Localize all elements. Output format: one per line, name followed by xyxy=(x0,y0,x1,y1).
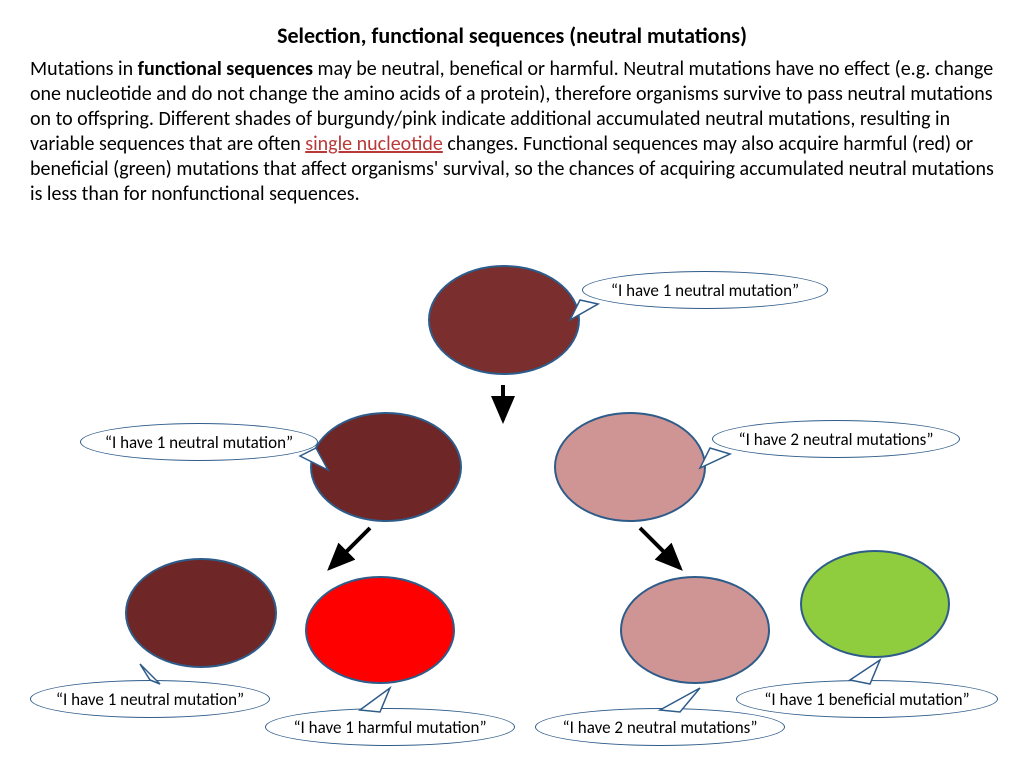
body-paragraph: Mutations in functional sequences may be… xyxy=(0,49,1024,207)
para-pre: Mutations in xyxy=(30,57,138,81)
speech-bubble-c_top: “I have 1 neutral mutation” xyxy=(582,271,828,309)
bubble-tail-c_botR1 xyxy=(660,688,700,712)
speech-bubble-c_midR: “I have 2 neutral mutations” xyxy=(712,420,960,458)
organism-ellipse-top xyxy=(428,265,580,375)
bubble-tail-c_midL xyxy=(300,448,328,470)
organism-ellipse-bot_r1 xyxy=(620,576,770,684)
organism-ellipse-mid_right xyxy=(554,412,706,522)
speech-bubble-c_botL2: “I have 1 harmful mutation” xyxy=(265,708,515,746)
speech-bubble-c_botR2: “I have 1 beneficial mutation” xyxy=(736,680,998,718)
bubble-tail-c_botR2 xyxy=(850,660,880,684)
speech-bubble-c_botR1: “I have 2 neutral mutations” xyxy=(535,708,785,746)
organism-ellipse-mid_left xyxy=(310,412,462,522)
organism-ellipse-bot_l2 xyxy=(305,576,455,684)
page-title: Selection, functional sequences (neutral… xyxy=(0,0,1024,49)
bubble-tail-c_botL2 xyxy=(360,688,390,712)
organism-ellipse-bot_r2 xyxy=(800,550,950,658)
single-nucleotide-link[interactable]: single nucleotide xyxy=(305,132,443,156)
bubble-tail-c_midR xyxy=(700,448,730,468)
flow-arrow-2 xyxy=(640,528,680,568)
bubble-tail-c_botL1 xyxy=(140,664,160,684)
speech-bubble-c_botL1: “I have 1 neutral mutation” xyxy=(30,680,270,718)
flow-arrow-1 xyxy=(330,528,370,568)
organism-ellipse-bot_l1 xyxy=(125,558,277,668)
para-bold1: functional sequences xyxy=(138,57,313,81)
bubble-tail-c_top xyxy=(570,300,598,320)
speech-bubble-c_midL: “I have 1 neutral mutation” xyxy=(80,423,318,461)
